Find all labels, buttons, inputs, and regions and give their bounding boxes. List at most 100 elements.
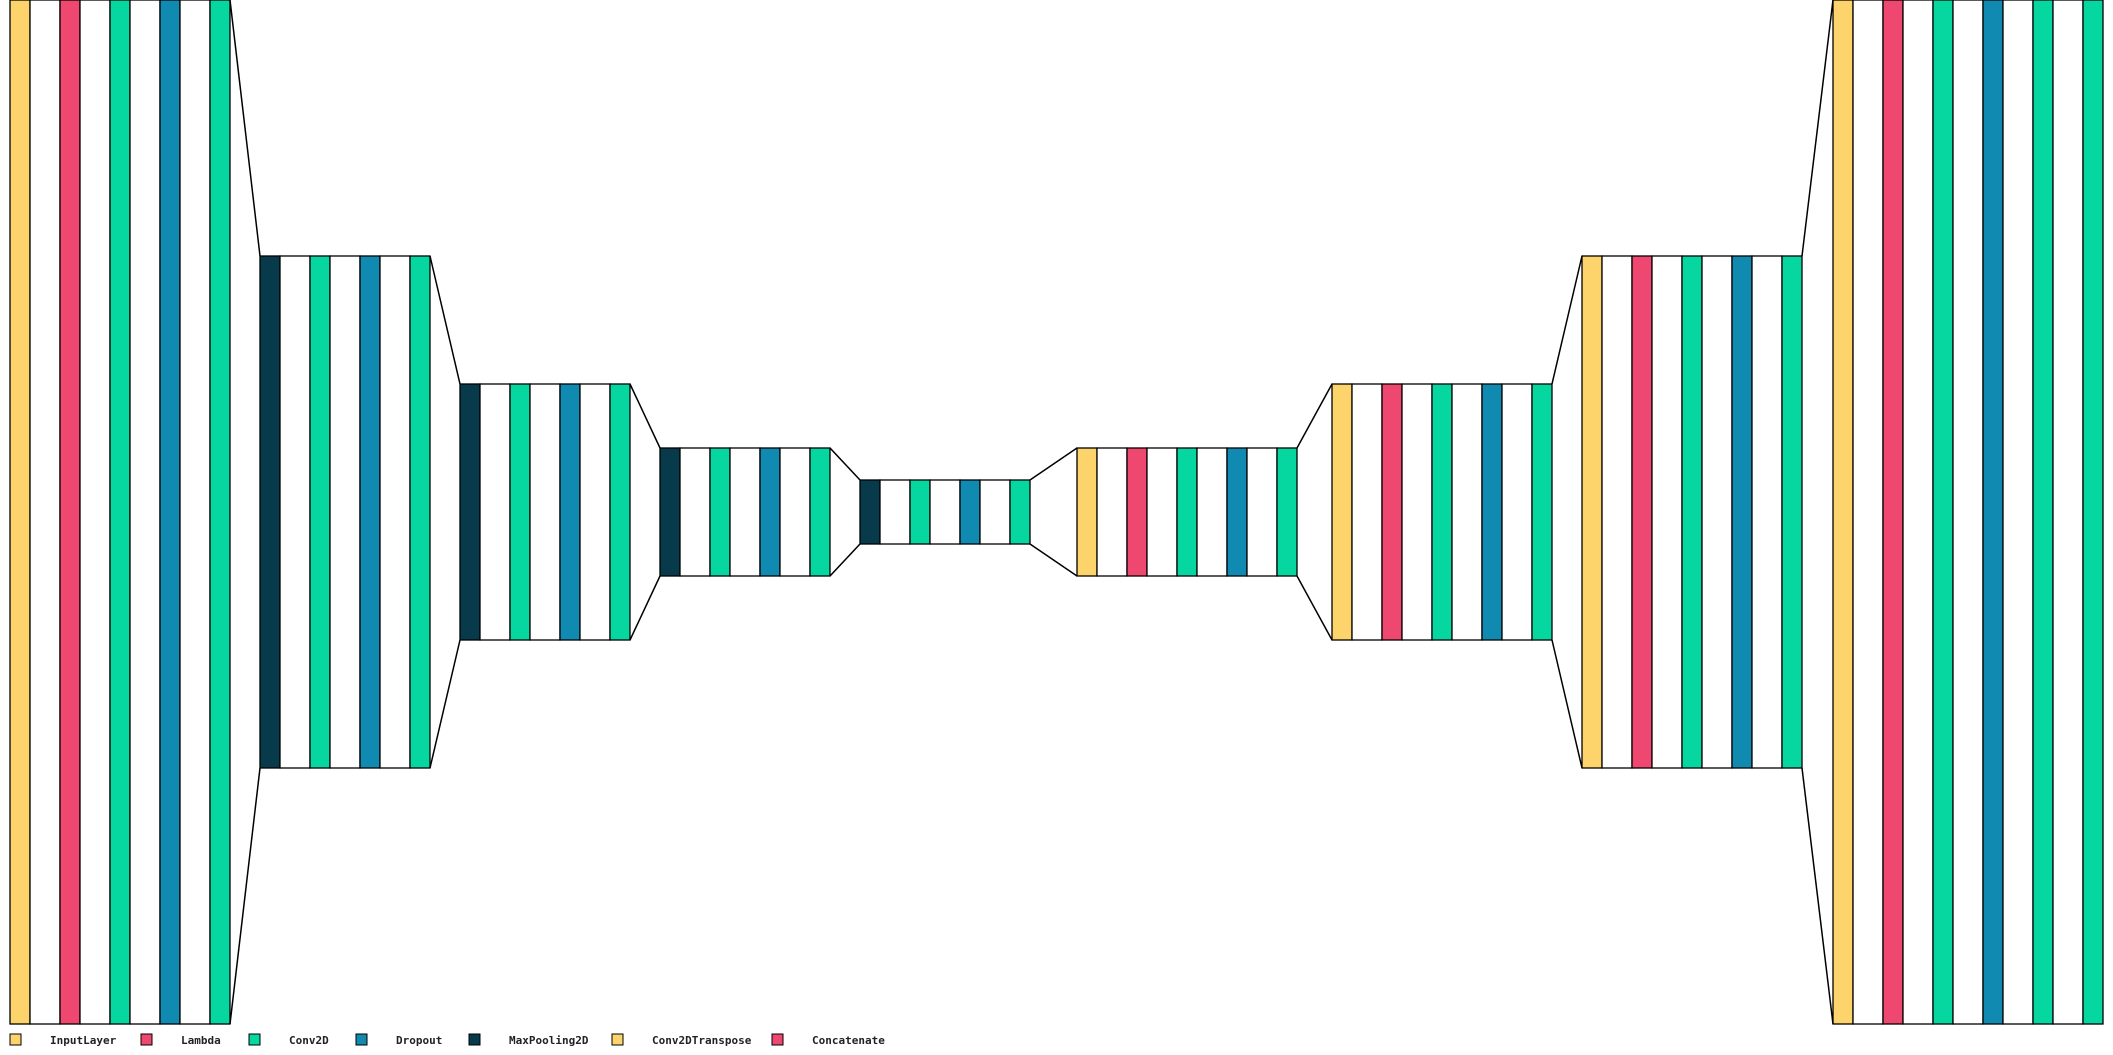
layer-spacer xyxy=(979,479,1011,545)
layer-dropout xyxy=(359,255,381,769)
layer-conv2d xyxy=(609,383,631,641)
layer-conv2d xyxy=(909,479,931,545)
layer-spacer xyxy=(1651,255,1683,769)
layer-conv2dtranspose xyxy=(1076,447,1098,577)
layer-spacer xyxy=(579,383,611,641)
legend-item: InputLayer xyxy=(9,1033,117,1047)
layer-conv2d xyxy=(1431,383,1453,641)
legend-label: Lambda xyxy=(181,1034,221,1047)
legend-item: Concatenate xyxy=(771,1033,885,1047)
legend-swatch xyxy=(9,1033,22,1046)
legend-swatch xyxy=(611,1033,624,1046)
layer-spacer xyxy=(929,479,961,545)
layer-conv2d xyxy=(809,447,831,577)
layer-conv2d xyxy=(209,0,231,1025)
layer-spacer xyxy=(1952,0,1984,1025)
layer-concatenate xyxy=(1882,0,1904,1025)
legend-swatch xyxy=(771,1033,784,1046)
layer-spacer xyxy=(529,383,561,641)
legend-label: Conv2DTranspose xyxy=(652,1034,752,1047)
block-connectors xyxy=(229,0,1834,1025)
block-encoder-2 xyxy=(259,255,431,769)
layer-spacer xyxy=(1701,255,1733,769)
layer-spacer xyxy=(1451,383,1483,641)
layer-conv2d xyxy=(509,383,531,641)
legend-label: Conv2D xyxy=(289,1034,329,1047)
layer-concatenate xyxy=(1126,447,1148,577)
connector-bottom xyxy=(1551,639,1583,769)
connector-bottom xyxy=(429,639,461,769)
connector-bottom xyxy=(1296,575,1333,641)
layer-concatenate xyxy=(1631,255,1653,769)
connector-top xyxy=(429,255,461,385)
block-encoder-3 xyxy=(459,383,631,641)
layer-spacer xyxy=(779,447,811,577)
connector-top xyxy=(629,383,661,449)
layer-inputlayer xyxy=(9,0,31,1025)
block-decoder-3 xyxy=(1581,255,1803,769)
layer-spacer xyxy=(379,255,411,769)
layer-conv2dtranspose xyxy=(1832,0,1854,1025)
legend: InputLayer Lambda Conv2D Dropout MaxPooling2… xyxy=(9,1033,885,1047)
layer-spacer xyxy=(479,383,511,641)
layer-conv2d xyxy=(309,255,331,769)
connector-bottom xyxy=(629,575,661,641)
legend-item: Lambda xyxy=(140,1033,221,1047)
layer-maxpooling2d xyxy=(259,255,281,769)
layer-spacer xyxy=(1852,0,1884,1025)
connector-top xyxy=(829,447,861,481)
layer-conv2dtranspose xyxy=(1331,383,1353,641)
layer-spacer xyxy=(879,479,911,545)
legend-swatch xyxy=(355,1033,368,1046)
layer-spacer xyxy=(179,0,211,1025)
layer-conv2d xyxy=(1176,447,1198,577)
layer-spacer xyxy=(1751,255,1783,769)
layer-spacer xyxy=(129,0,161,1025)
layer-dropout xyxy=(959,479,981,545)
legend-label: MaxPooling2D xyxy=(509,1034,589,1047)
layer-dropout xyxy=(1226,447,1248,577)
connector-top xyxy=(1029,447,1078,481)
layer-concatenate xyxy=(1381,383,1403,641)
layer-spacer xyxy=(1196,447,1228,577)
layer-spacer xyxy=(329,255,361,769)
layer-spacer xyxy=(1902,0,1934,1025)
layer-maxpooling2d xyxy=(659,447,681,577)
connector-bottom xyxy=(1801,767,1834,1025)
connector-bottom xyxy=(1029,543,1078,577)
layer-spacer xyxy=(1501,383,1533,641)
layer-conv2d xyxy=(1781,255,1803,769)
layer-maxpooling2d xyxy=(859,479,881,545)
legend-swatch xyxy=(140,1033,153,1046)
legend-label: Dropout xyxy=(396,1034,442,1047)
legend-swatch xyxy=(248,1033,261,1046)
layer-conv2d xyxy=(709,447,731,577)
legend-item: Conv2DTranspose xyxy=(611,1033,752,1047)
legend-item: Conv2D xyxy=(248,1033,329,1047)
layer-conv2d xyxy=(1681,255,1703,769)
layer-spacer xyxy=(2052,0,2084,1025)
layer-conv2d xyxy=(2032,0,2054,1025)
connector-top xyxy=(1801,0,1834,257)
layer-conv2d xyxy=(1276,447,1298,577)
layer-spacer xyxy=(1246,447,1278,577)
layer-dropout xyxy=(759,447,781,577)
layer-conv2d xyxy=(109,0,131,1025)
layer-spacer xyxy=(1146,447,1178,577)
block-decoder-4 xyxy=(1832,0,2104,1025)
block-encoder-1 xyxy=(9,0,231,1025)
layer-spacer xyxy=(79,0,111,1025)
layer-dropout xyxy=(559,383,581,641)
layer-conv2dtranspose xyxy=(1581,255,1603,769)
layer-dropout xyxy=(1731,255,1753,769)
layer-dropout xyxy=(159,0,181,1025)
layer-conv2d xyxy=(409,255,431,769)
layer-dropout xyxy=(1481,383,1503,641)
legend-item: Dropout xyxy=(355,1033,442,1047)
block-decoder-1 xyxy=(1076,447,1298,577)
legend-label: Concatenate xyxy=(812,1034,885,1047)
layer-spacer xyxy=(1601,255,1633,769)
layer-spacer xyxy=(1351,383,1383,641)
connector-top xyxy=(1296,383,1333,449)
